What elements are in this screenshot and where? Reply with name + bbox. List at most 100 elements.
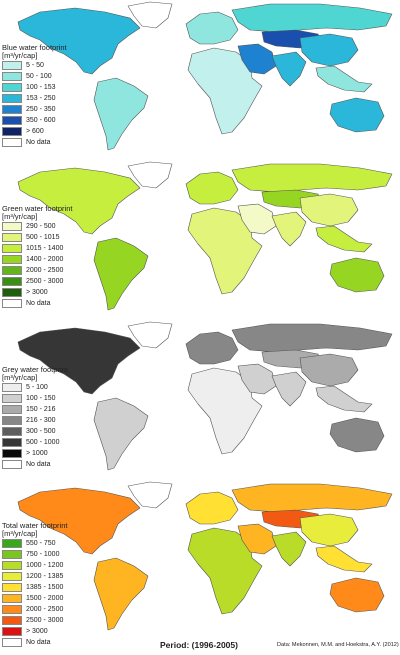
legend-label: > 3000 [26,289,48,296]
region-australia [329,97,385,133]
legend-label: No data [26,639,51,646]
legend-unit: [m³/yr/cap] [2,212,38,221]
legend-label: > 3000 [26,628,48,635]
legend-label: 290 - 500 [26,223,56,230]
region-greenland [127,321,173,349]
region-europe [185,331,239,365]
legend-item: 216 - 300 [2,415,68,426]
legend-title: Blue water footprint [2,43,67,52]
legend-unit: [m³/yr/cap] [2,373,38,382]
footer: Period: (1996-2005) Data: Mekonnen, M.M.… [0,640,400,655]
region-australia [329,577,385,613]
region-europe [185,171,239,205]
legend-swatch [2,222,22,231]
legend-label: No data [26,461,51,468]
legend-label: 500 - 1015 [26,234,60,241]
legend-label: No data [26,300,51,307]
region-north-america [17,7,141,75]
legend-item: 500 - 1015 [2,232,72,243]
region-russia [231,3,393,33]
region-middle-east [237,203,277,235]
total-legend: Total water footprint [m³/yr/cap] 550 - 75… [2,522,67,648]
legend-label: > 600 [26,128,44,135]
legend-item: 100 - 150 [2,393,68,404]
legend-label: 5 - 50 [26,62,44,69]
legend-swatch [2,438,22,447]
region-north-america [17,327,141,395]
legend-label: 2500 - 3000 [26,278,64,285]
legend-label: > 1000 [26,450,48,457]
legend-item: No data [2,137,67,148]
legend-label: 1000 - 1200 [26,562,64,569]
legend-title: Total water footprint [2,521,68,530]
legend-swatch [2,244,22,253]
legend-item: 2000 - 2500 [2,265,72,276]
legend-unit: [m³/yr/cap] [2,529,38,538]
legend-swatch [2,288,22,297]
region-southeast-asia [315,385,373,413]
region-greenland [127,161,173,189]
legend-item: 1200 - 1385 [2,571,67,582]
region-russia [231,323,393,353]
region-greenland [127,481,173,509]
region-southeast-asia [315,225,373,253]
legend-unit: [m³/yr/cap] [2,51,38,60]
legend-item: 100 - 153 [2,82,67,93]
total-water-footprint-panel: Total water footprint [m³/yr/cap] 550 - 75… [0,480,400,647]
legend-swatch [2,105,22,114]
legend-label: 2000 - 2500 [26,267,64,274]
total-world-map [17,481,393,631]
legend-label: 216 - 300 [26,417,56,424]
legend-item: No data [2,298,72,309]
legend-swatch [2,83,22,92]
legend-item: > 1000 [2,448,68,459]
legend-item: 1000 - 1200 [2,560,67,571]
period-label: Period: (1996-2005) [160,640,238,650]
grey-water-footprint-panel: Grey water footprint [m³/yr/cap] 5 - 100 10… [0,320,400,480]
legend-swatch [2,460,22,469]
legend-swatch [2,116,22,125]
legend-swatch [2,405,22,414]
legend-label: 1500 - 2000 [26,595,64,602]
legend-swatch [2,266,22,275]
legend-item: 50 - 100 [2,71,67,82]
region-south-america [93,77,149,151]
region-russia [231,483,393,513]
legend-swatch [2,638,22,647]
legend-swatch [2,539,22,548]
legend-swatch [2,449,22,458]
legend-item: 250 - 350 [2,104,67,115]
legend-item: 2000 - 2500 [2,604,67,615]
legend-item: > 600 [2,126,67,137]
legend-swatch [2,627,22,636]
legend-swatch [2,127,22,136]
legend-item: 750 - 1000 [2,549,67,560]
legend-swatch [2,572,22,581]
legend-label: 1015 - 1400 [26,245,64,252]
legend-swatch [2,61,22,70]
region-east-asia [299,33,359,67]
legend-item: 350 - 600 [2,115,67,126]
blue-legend: Blue water footprint [m³/yr/cap] 5 - 50 50 … [2,44,67,148]
region-east-asia [299,193,359,227]
legend-item: 153 - 250 [2,93,67,104]
region-north-america [17,487,141,555]
legend-label: 1200 - 1385 [26,573,64,580]
legend-item: > 3000 [2,287,72,298]
blue-water-footprint-panel: Blue water footprint [m³/yr/cap] 5 - 50 50 … [0,0,400,160]
green-world-map [17,161,393,311]
legend-swatch [2,233,22,242]
region-greenland [127,1,173,29]
legend-label: 250 - 350 [26,106,56,113]
legend-label: No data [26,139,51,146]
legend-label: 550 - 750 [26,540,56,547]
legend-swatch [2,255,22,264]
legend-item: 500 - 1000 [2,437,68,448]
legend-swatch [2,427,22,436]
legend-label: 5 - 100 [26,384,48,391]
legend-label: 1400 - 2000 [26,256,64,263]
legend-label: 2000 - 2500 [26,606,64,613]
legend-swatch [2,394,22,403]
legend-item: 1015 - 1400 [2,243,72,254]
legend-item: 150 - 216 [2,404,68,415]
